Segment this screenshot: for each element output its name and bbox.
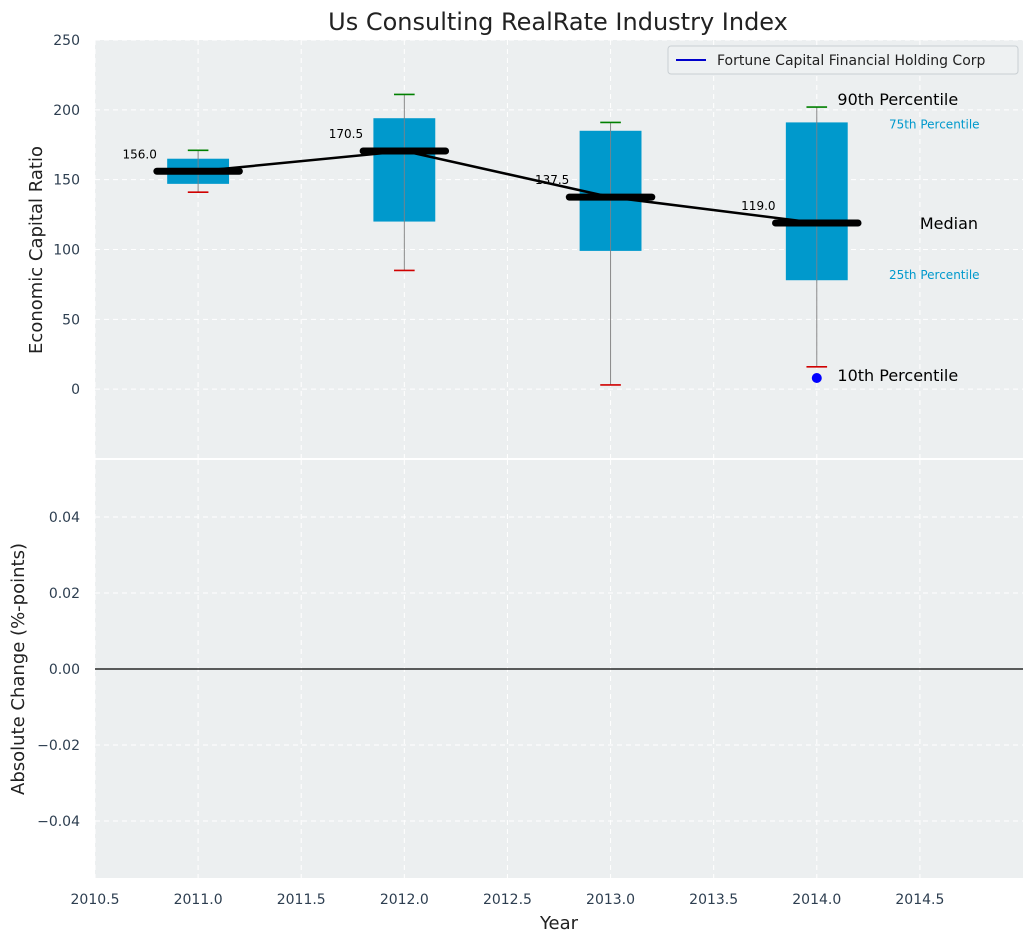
x-tick-label: 2014.0 <box>792 892 841 908</box>
y-tick-label: 0.00 <box>49 662 80 678</box>
x-tick-label: 2014.5 <box>895 892 944 908</box>
median-trend-line <box>197 149 817 225</box>
annotation-10th: 10th Percentile <box>837 366 958 385</box>
y-tick-label: 0 <box>71 382 80 398</box>
y-tick-label: 150 <box>53 173 80 189</box>
top-y-axis-title: Economic Capital Ratio <box>26 146 47 354</box>
median-label: 156.0 <box>123 147 157 161</box>
median-label: 170.5 <box>329 127 363 141</box>
y-tick-label: 50 <box>62 312 80 328</box>
legend: Fortune Capital Financial Holding Corp <box>667 45 1019 75</box>
x-ticks: 2010.5 2011.0 2011.5 2012.0 2012.5 2013.0 2013… <box>71 892 945 908</box>
annotations: 90th Percentile 75th Percentile Median 25th… <box>837 90 979 385</box>
y-tick-label: 250 <box>53 33 80 49</box>
bottom-panel: 0.04 0.02 0.00 −0.02 −0.04 Absolute Change (… <box>8 460 1023 878</box>
annotation-90th: 90th Percentile <box>837 90 958 109</box>
y-tick-label: −0.02 <box>37 738 80 754</box>
x-tick-label: 2010.5 <box>71 892 120 908</box>
median-trend <box>197 149 822 383</box>
bottom-y-ticks: 0.04 0.02 0.00 −0.02 −0.04 <box>37 510 80 830</box>
x-tick-label: 2012.0 <box>380 892 429 908</box>
y-tick-label: 0.02 <box>49 586 80 602</box>
x-tick-label: 2013.5 <box>689 892 738 908</box>
annotation-median: Median <box>920 214 978 233</box>
y-tick-label: −0.04 <box>37 814 80 830</box>
x-tick-label: 2011.0 <box>174 892 223 908</box>
chart-title: Us Consulting RealRate Industry Index <box>328 8 788 36</box>
median-label: 119.0 <box>741 199 775 213</box>
top-y-ticks: 0 50 100 150 200 250 <box>53 33 80 398</box>
annotation-25th: 25th Percentile <box>889 268 980 282</box>
company-point <box>811 372 822 383</box>
bottom-y-axis-title: Absolute Change (%-points) <box>8 543 29 795</box>
x-tick-label: 2011.5 <box>277 892 326 908</box>
y-tick-label: 0.04 <box>49 510 80 526</box>
y-tick-label: 200 <box>53 103 80 119</box>
y-tick-label: 100 <box>53 243 80 259</box>
x-tick-label: 2013.0 <box>586 892 635 908</box>
legend-entry: Fortune Capital Financial Holding Corp <box>717 53 986 69</box>
x-tick-label: 2012.5 <box>483 892 532 908</box>
median-label: 137.5 <box>535 173 569 187</box>
x-axis-title: Year <box>539 913 579 934</box>
top-panel: 0 50 100 150 200 250 Economic Capital Ratio 1… <box>26 33 1023 459</box>
legend-frame <box>667 45 1019 75</box>
annotation-75th: 75th Percentile <box>889 117 980 131</box>
